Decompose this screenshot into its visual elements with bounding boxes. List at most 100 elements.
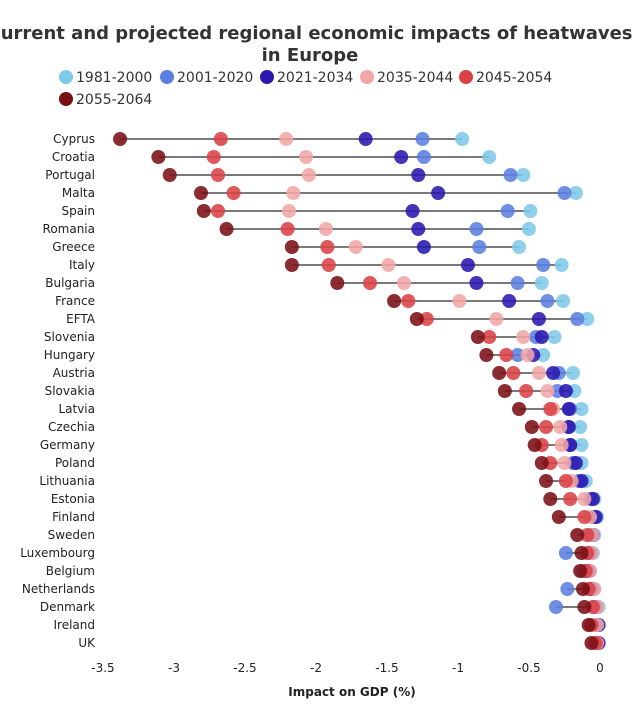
point-latvia-2021-2034[interactable] [561,402,576,416]
point-croatia-2001-2020[interactable] [416,150,431,164]
point-spain-1981-2000[interactable] [523,204,538,218]
point-italy-2035-2044[interactable] [381,258,396,272]
point-bulgaria-2001-2020[interactable] [510,276,525,290]
point-poland-2035-2044[interactable] [557,456,572,470]
point-greece-2035-2044[interactable] [348,240,363,254]
point-croatia-2035-2044[interactable] [299,150,314,164]
point-czechia-2045-2054[interactable] [539,420,554,434]
point-slovakia-2035-2044[interactable] [540,384,555,398]
point-france-2055-2064[interactable] [387,294,402,308]
point-malta-1981-2000[interactable] [568,186,583,200]
point-hungary-2055-2064[interactable] [479,348,494,362]
point-germany-1981-2000[interactable] [574,438,589,452]
point-ireland-2055-2064[interactable] [581,618,596,632]
point-spain-2035-2044[interactable] [282,204,297,218]
point-belgium-2055-2064[interactable] [573,564,588,578]
point-italy-2001-2020[interactable] [536,258,551,272]
point-cyprus-2001-2020[interactable] [415,132,430,146]
point-bulgaria-2035-2044[interactable] [397,276,412,290]
point-netherlands-2055-2064[interactable] [575,582,590,596]
point-slovenia-2035-2044[interactable] [516,330,531,344]
point-france-2045-2054[interactable] [401,294,416,308]
point-malta-2035-2044[interactable] [286,186,301,200]
point-bulgaria-2021-2034[interactable] [469,276,484,290]
point-romania-2035-2044[interactable] [318,222,333,236]
point-czechia-2035-2044[interactable] [553,420,568,434]
point-bulgaria-2045-2054[interactable] [362,276,377,290]
point-germany-2055-2064[interactable] [527,438,542,452]
point-slovenia-2045-2054[interactable] [482,330,497,344]
legend[interactable]: 1981-2000 2001-2020 2021-2034 2035-2044 2045… [59,70,552,108]
point-slovenia-2021-2034[interactable] [534,330,549,344]
point-croatia-2021-2034[interactable] [394,150,409,164]
point-france-1981-2000[interactable] [556,294,571,308]
point-lithuania-2045-2054[interactable] [558,474,573,488]
point-finland-2045-2054[interactable] [577,510,592,524]
point-denmark-2001-2020[interactable] [548,600,563,614]
point-poland-2055-2064[interactable] [534,456,549,470]
point-portugal-2001-2020[interactable] [503,168,518,182]
point-france-2021-2034[interactable] [502,294,517,308]
point-france-2035-2044[interactable] [452,294,467,308]
point-cyprus-2055-2064[interactable] [113,132,128,146]
point-lithuania-2021-2034[interactable] [574,474,589,488]
point-estonia-2035-2044[interactable] [577,492,592,506]
point-cyprus-2035-2044[interactable] [279,132,294,146]
point-austria-2045-2054[interactable] [506,366,521,380]
point-italy-2045-2054[interactable] [321,258,336,272]
point-portugal-1981-2000[interactable] [516,168,531,182]
point-hungary-2035-2044[interactable] [520,348,535,362]
point-greece-2045-2054[interactable] [320,240,335,254]
point-italy-1981-2000[interactable] [554,258,569,272]
point-italy-2021-2034[interactable] [460,258,475,272]
point-portugal-2035-2044[interactable] [301,168,316,182]
point-latvia-2045-2054[interactable] [543,402,558,416]
point-latvia-2055-2064[interactable] [512,402,527,416]
legend-item-1981-2000[interactable]: 1981-2000 [59,70,152,86]
point-hungary-1981-2000[interactable] [536,348,551,362]
point-bulgaria-1981-2000[interactable] [534,276,549,290]
point-luxembourg-2055-2064[interactable] [574,546,589,560]
point-bulgaria-2055-2064[interactable] [330,276,345,290]
point-austria-2055-2064[interactable] [492,366,507,380]
point-slovakia-2021-2034[interactable] [558,384,573,398]
point-greece-2021-2034[interactable] [416,240,431,254]
point-romania-2055-2064[interactable] [219,222,234,236]
point-germany-2035-2044[interactable] [554,438,569,452]
legend-item-2035-2044[interactable]: 2035-2044 [360,70,453,86]
point-croatia-2055-2064[interactable] [151,150,166,164]
point-romania-1981-2000[interactable] [522,222,536,236]
point-slovakia-2045-2054[interactable] [519,384,534,398]
point-malta-2021-2034[interactable] [431,186,446,200]
point-sweden-2055-2064[interactable] [570,528,585,542]
point-romania-2021-2034[interactable] [411,222,426,236]
point-efta-2001-2020[interactable] [570,312,585,326]
point-efta-2035-2044[interactable] [489,312,504,326]
point-croatia-2045-2054[interactable] [206,150,221,164]
point-slovenia-1981-2000[interactable] [547,330,562,344]
legend-item-2001-2020[interactable]: 2001-2020 [160,70,253,86]
point-romania-2045-2054[interactable] [280,222,295,236]
point-czechia-2055-2064[interactable] [524,420,539,434]
point-portugal-2045-2054[interactable] [211,168,226,182]
point-cyprus-2045-2054[interactable] [213,132,228,146]
point-sweden-2045-2054[interactable] [580,528,595,542]
point-austria-2035-2044[interactable] [531,366,546,380]
point-portugal-2021-2034[interactable] [411,168,426,182]
point-efta-2045-2054[interactable] [419,312,434,326]
legend-item-2021-2034[interactable]: 2021-2034 [260,70,353,86]
point-finland-2055-2064[interactable] [551,510,566,524]
point-czechia-1981-2000[interactable] [573,420,588,434]
legend-item-2055-2064[interactable]: 2055-2064 [59,92,152,108]
point-malta-2001-2020[interactable] [557,186,572,200]
point-hungary-2045-2054[interactable] [499,348,514,362]
point-efta-2021-2034[interactable] [531,312,546,326]
point-efta-1981-2000[interactable] [580,312,595,326]
point-greece-1981-2000[interactable] [512,240,527,254]
point-poland-2021-2034[interactable] [568,456,583,470]
point-slovenia-2055-2064[interactable] [470,330,485,344]
point-luxembourg-2001-2020[interactable] [558,546,573,560]
point-lithuania-2055-2064[interactable] [539,474,554,488]
point-uk-2055-2064[interactable] [584,636,599,650]
point-cyprus-1981-2000[interactable] [455,132,470,146]
